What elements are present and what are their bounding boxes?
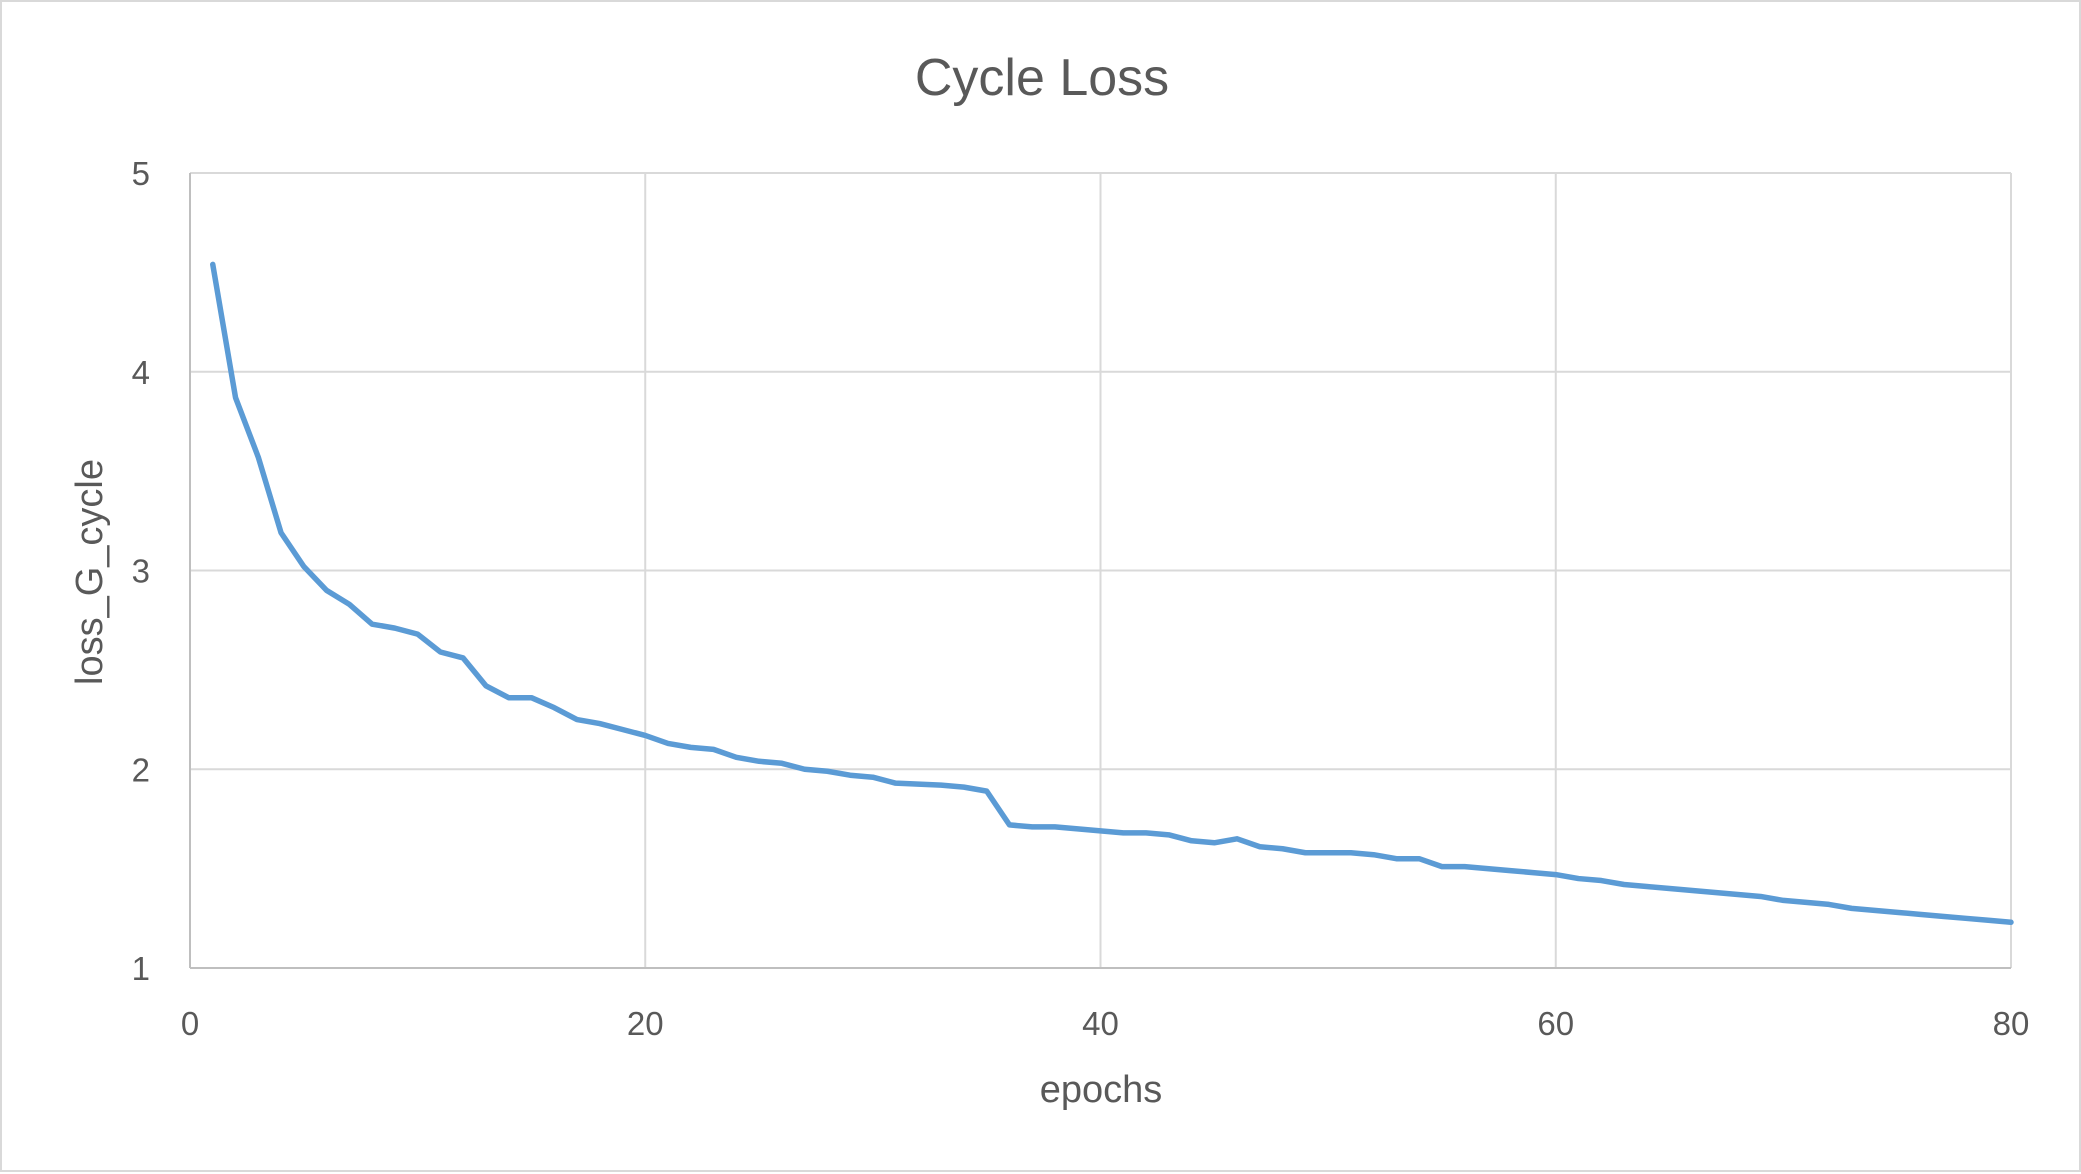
x-tick-label: 20 bbox=[627, 1005, 664, 1042]
x-tick-label: 0 bbox=[181, 1005, 199, 1042]
y-tick-label: 5 bbox=[132, 155, 150, 192]
y-tick-label: 2 bbox=[132, 751, 150, 788]
chart-title: Cycle Loss bbox=[915, 49, 1169, 107]
x-tick-label: 60 bbox=[1537, 1005, 1574, 1042]
y-axis-label: loss_G_cycle bbox=[69, 459, 111, 685]
y-tick-label: 3 bbox=[132, 553, 150, 590]
axes bbox=[189, 173, 2011, 969]
y-tick-label: 1 bbox=[132, 950, 150, 987]
x-tick-label: 40 bbox=[1082, 1005, 1119, 1042]
tick-labels: 1 2 3 4 5 0 20 40 60 80 bbox=[132, 155, 2030, 1042]
x-tick-label: 80 bbox=[1993, 1005, 2030, 1042]
series-layer bbox=[210, 261, 2014, 926]
x-axis-label: epochs bbox=[1040, 1069, 1163, 1111]
series-line bbox=[210, 261, 2014, 926]
gridlines bbox=[190, 172, 2012, 968]
y-tick-label: 4 bbox=[132, 354, 150, 391]
